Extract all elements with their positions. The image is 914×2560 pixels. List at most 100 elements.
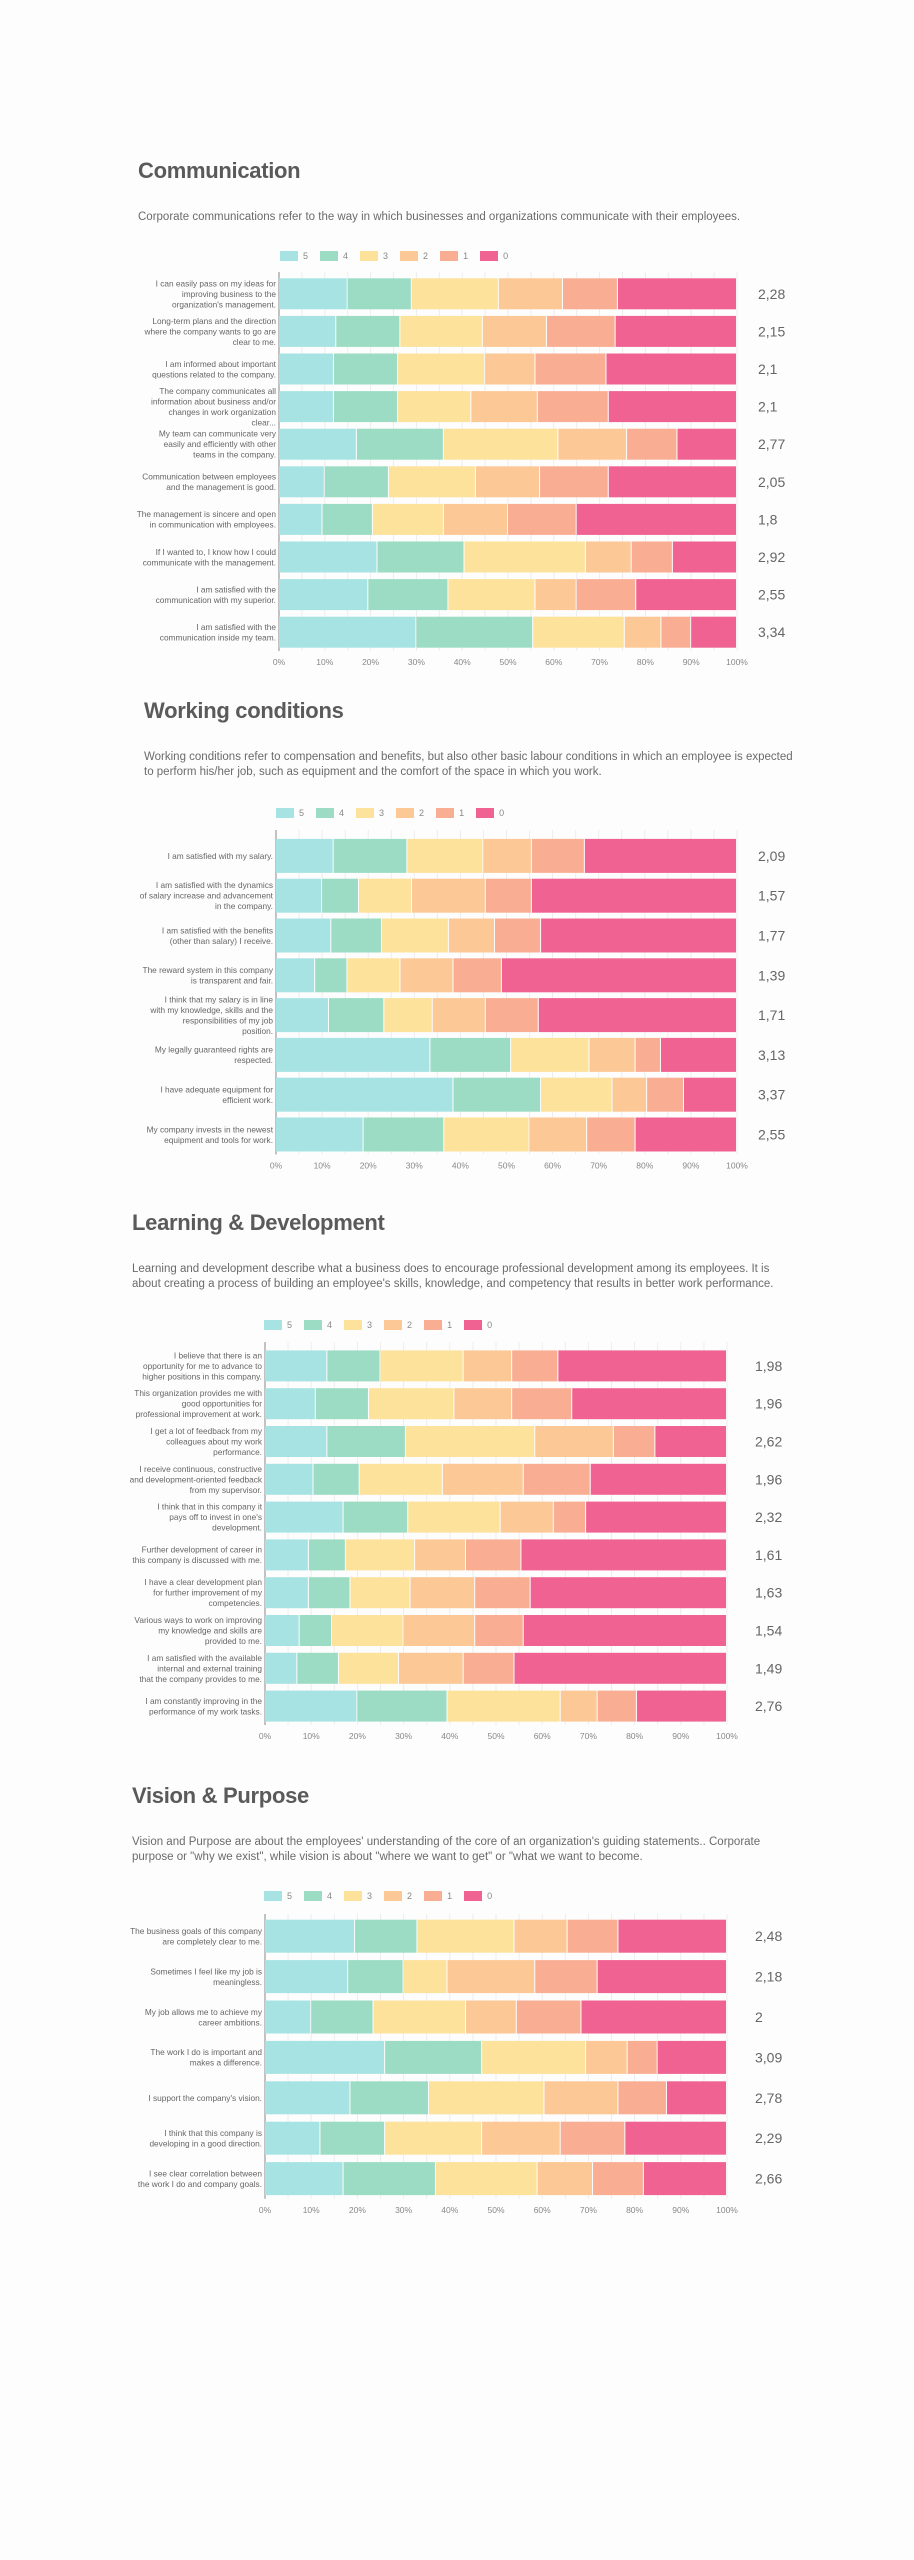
- bar-segment-1[interactable]: [597, 1690, 636, 1722]
- bar-segment-3[interactable]: [382, 918, 448, 953]
- bar-segment-1[interactable]: [535, 353, 606, 385]
- bar-segment-5[interactable]: [279, 466, 324, 498]
- bar-segment-3[interactable]: [405, 1426, 535, 1457]
- bar-segment-1[interactable]: [546, 315, 615, 347]
- bar-segment-1[interactable]: [613, 1426, 655, 1457]
- legend-item-3[interactable]: 3: [344, 1320, 372, 1330]
- legend-item-4[interactable]: 4: [304, 1891, 332, 1901]
- bar-segment-4[interactable]: [297, 1652, 338, 1684]
- bar-segment-5[interactable]: [279, 315, 336, 347]
- bar-segment-1[interactable]: [512, 1388, 572, 1420]
- bar-segment-0[interactable]: [691, 616, 736, 648]
- bar-segment-3[interactable]: [373, 2000, 465, 2034]
- bar-segment-0[interactable]: [615, 315, 736, 347]
- bar-segment-2[interactable]: [514, 1919, 567, 1953]
- bar-segment-3[interactable]: [398, 353, 485, 385]
- bar-segment-3[interactable]: [384, 998, 432, 1033]
- bar-segment-5[interactable]: [265, 1577, 308, 1609]
- bar-segment-2[interactable]: [411, 878, 485, 913]
- bar-segment-2[interactable]: [454, 1388, 512, 1420]
- bar-segment-1[interactable]: [523, 1463, 590, 1495]
- bar-segment-3[interactable]: [385, 2121, 482, 2155]
- bar-segment-5[interactable]: [265, 1539, 308, 1571]
- bar-segment-1[interactable]: [587, 1117, 635, 1152]
- bar-segment-2[interactable]: [589, 1037, 635, 1072]
- bar-segment-5[interactable]: [276, 958, 315, 993]
- bar-segment-0[interactable]: [655, 1426, 726, 1457]
- bar-segment-5[interactable]: [265, 1501, 343, 1533]
- bar-segment-2[interactable]: [448, 918, 494, 953]
- bar-segment-0[interactable]: [584, 838, 736, 873]
- legend-item-4[interactable]: 4: [316, 808, 344, 818]
- bar-segment-2[interactable]: [500, 1501, 553, 1533]
- legend-item-4[interactable]: 4: [304, 1320, 332, 1330]
- bar-segment-1[interactable]: [576, 579, 636, 611]
- bar-segment-4[interactable]: [315, 958, 347, 993]
- bar-segment-0[interactable]: [590, 1463, 726, 1495]
- bar-segment-1[interactable]: [593, 2162, 643, 2196]
- bar-segment-5[interactable]: [265, 1350, 327, 1382]
- bar-segment-4[interactable]: [343, 1501, 408, 1533]
- bar-segment-2[interactable]: [442, 1463, 523, 1495]
- bar-segment-1[interactable]: [508, 503, 576, 535]
- bar-segment-1[interactable]: [475, 1615, 523, 1646]
- bar-segment-1[interactable]: [635, 1037, 660, 1072]
- bar-segment-3[interactable]: [403, 1960, 447, 1994]
- bar-segment-2[interactable]: [586, 2040, 627, 2074]
- legend-item-3[interactable]: 3: [356, 808, 384, 818]
- legend-item-2[interactable]: 2: [400, 251, 428, 261]
- bar-segment-2[interactable]: [535, 1426, 613, 1457]
- bar-segment-0[interactable]: [586, 1501, 726, 1533]
- bar-segment-3[interactable]: [464, 541, 585, 573]
- legend-item-0[interactable]: 0: [480, 251, 508, 261]
- bar-segment-5[interactable]: [279, 579, 368, 611]
- bar-segment-4[interactable]: [357, 1690, 447, 1722]
- bar-segment-1[interactable]: [537, 391, 608, 423]
- bar-segment-1[interactable]: [475, 1577, 530, 1609]
- bar-segment-0[interactable]: [597, 1960, 726, 1994]
- bar-segment-4[interactable]: [333, 391, 398, 423]
- bar-segment-1[interactable]: [540, 466, 608, 498]
- bar-segment-0[interactable]: [672, 541, 736, 573]
- bar-segment-2[interactable]: [529, 1117, 587, 1152]
- bar-segment-2[interactable]: [624, 616, 661, 648]
- legend-item-1[interactable]: 1: [440, 251, 468, 261]
- bar-segment-0[interactable]: [636, 579, 736, 611]
- bar-segment-2[interactable]: [403, 1615, 475, 1646]
- bar-segment-2[interactable]: [482, 2121, 560, 2155]
- bar-segment-3[interactable]: [372, 503, 443, 535]
- legend-item-0[interactable]: 0: [464, 1320, 492, 1330]
- bar-segment-0[interactable]: [618, 1919, 726, 1953]
- bar-segment-0[interactable]: [666, 2081, 726, 2115]
- bar-segment-3[interactable]: [417, 1919, 514, 1953]
- bar-segment-2[interactable]: [558, 428, 627, 460]
- bar-segment-1[interactable]: [463, 1652, 514, 1684]
- bar-segment-2[interactable]: [447, 1960, 535, 1994]
- bar-segment-2[interactable]: [410, 1577, 475, 1609]
- bar-segment-2[interactable]: [432, 998, 485, 1033]
- bar-segment-1[interactable]: [618, 2081, 666, 2115]
- bar-segment-0[interactable]: [635, 1117, 736, 1152]
- bar-segment-0[interactable]: [521, 1539, 726, 1571]
- bar-segment-0[interactable]: [608, 391, 736, 423]
- bar-segment-3[interactable]: [444, 1117, 529, 1152]
- bar-segment-3[interactable]: [345, 1539, 415, 1571]
- bar-segment-0[interactable]: [523, 1615, 726, 1646]
- bar-segment-1[interactable]: [647, 1077, 683, 1112]
- bar-segment-4[interactable]: [347, 278, 411, 310]
- bar-segment-2[interactable]: [415, 1539, 465, 1571]
- bar-segment-0[interactable]: [531, 878, 736, 913]
- legend-item-3[interactable]: 3: [360, 251, 388, 261]
- bar-segment-3[interactable]: [511, 1037, 589, 1072]
- bar-segment-5[interactable]: [279, 391, 333, 423]
- bar-segment-2[interactable]: [471, 391, 537, 423]
- legend-item-1[interactable]: 1: [424, 1320, 452, 1330]
- bar-segment-5[interactable]: [279, 541, 377, 573]
- bar-segment-2[interactable]: [544, 2081, 618, 2115]
- bar-segment-3[interactable]: [331, 1615, 403, 1646]
- legend-item-1[interactable]: 1: [436, 808, 464, 818]
- bar-segment-3[interactable]: [358, 878, 411, 913]
- bar-segment-4[interactable]: [322, 503, 372, 535]
- bar-segment-0[interactable]: [657, 2040, 726, 2074]
- bar-segment-4[interactable]: [299, 1615, 331, 1646]
